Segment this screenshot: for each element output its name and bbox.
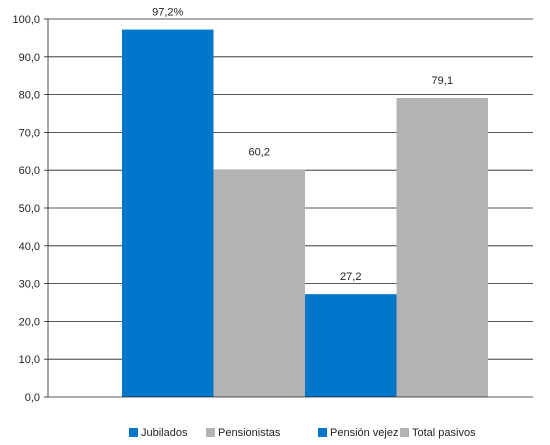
- bars: [122, 29, 488, 398]
- legend-swatch: [400, 428, 409, 437]
- legend-swatch: [206, 428, 215, 437]
- legend-label: Total pasivos: [412, 427, 476, 439]
- data-label: 60,2: [249, 146, 270, 158]
- y-tick-label: 70,0: [19, 127, 40, 139]
- legend-label: Jubilados: [141, 427, 188, 439]
- y-tick-label: 80,0: [19, 90, 40, 102]
- legend-swatch: [129, 428, 138, 437]
- y-tick-label: 10,0: [19, 354, 40, 366]
- y-tick-label: 90,0: [19, 52, 40, 64]
- data-label: 79,1: [432, 75, 453, 87]
- y-tick-label: 50,0: [19, 203, 40, 215]
- data-label: 27,2: [340, 271, 361, 283]
- y-tick-label: 0,0: [25, 392, 40, 404]
- legend-label: Pensión vejez: [330, 427, 399, 439]
- y-tick-label: 100,0: [12, 14, 40, 26]
- y-tick-label: 40,0: [19, 241, 40, 253]
- legend-label: Pensionistas: [218, 427, 281, 439]
- bar: [305, 294, 397, 397]
- y-tick-label: 60,0: [19, 165, 40, 177]
- y-axis-ticks: 0,0 10,0 20,0 30,0 40,0 50,0 60,0 70,0 80,0 90,0 1…: [12, 14, 49, 404]
- data-label: 97,2%: [152, 7, 183, 19]
- bar: [396, 98, 488, 397]
- legend-swatch: [318, 428, 327, 437]
- y-tick-label: 20,0: [19, 316, 40, 328]
- bar: [122, 29, 214, 398]
- legend: Jubilados Pensionistas Pensión vejez Total …: [129, 427, 476, 439]
- bar: [213, 169, 305, 397]
- y-tick-label: 30,0: [19, 279, 40, 291]
- data-labels: 97,2% 60,2 27,2 79,1: [152, 7, 453, 284]
